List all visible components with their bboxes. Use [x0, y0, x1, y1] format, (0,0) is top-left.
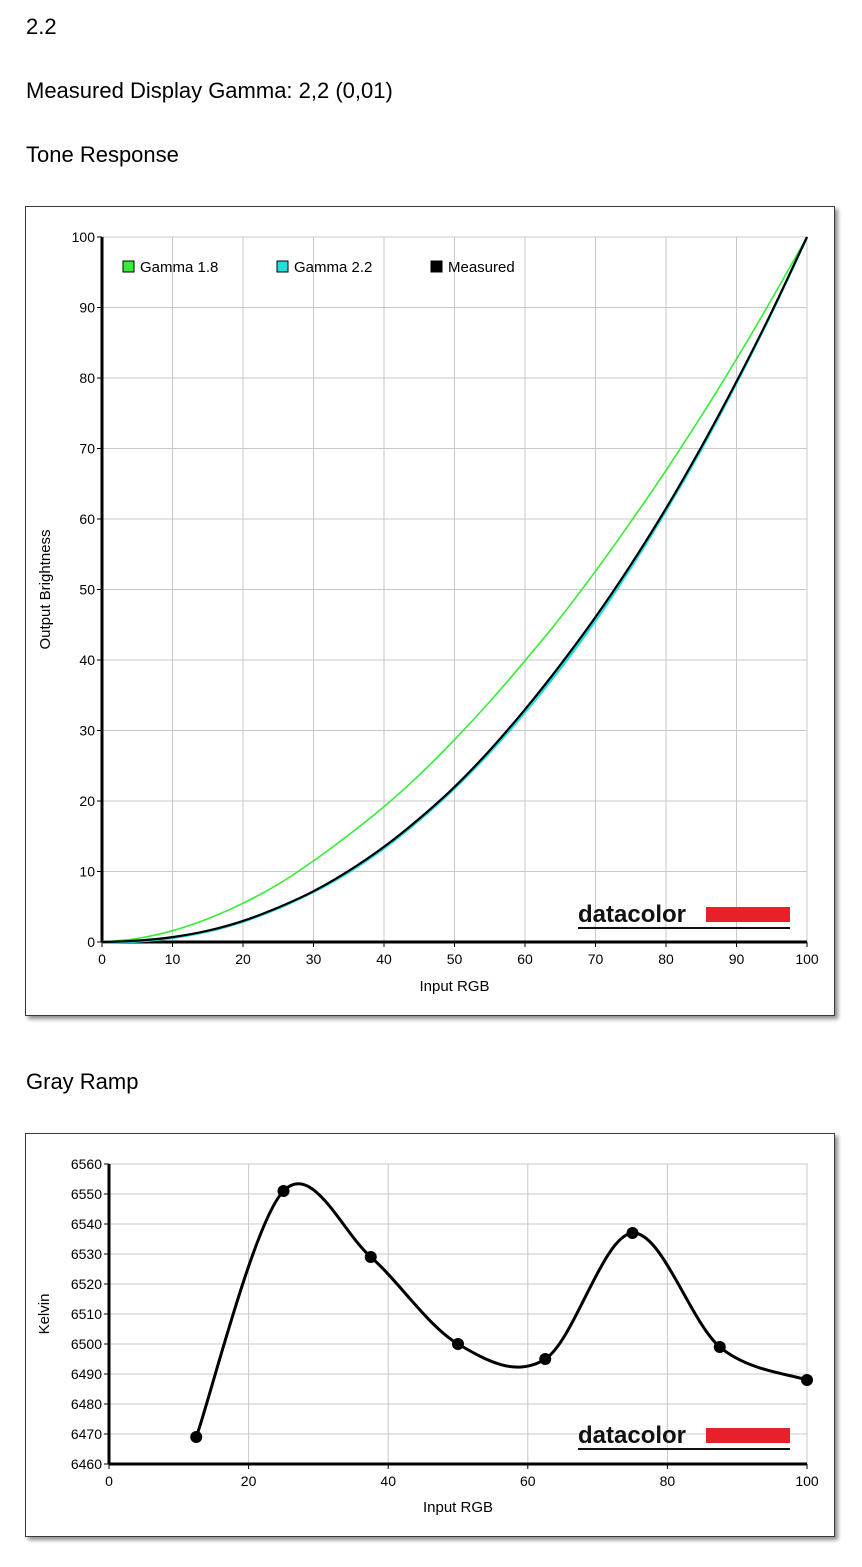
gray-logo-red-bar	[706, 1428, 790, 1443]
measured-gamma-text: Measured Display Gamma: 2,2 (0,01)	[26, 78, 393, 103]
tone-response-chart: 0 10 20 30 40 50 60 70 80 90 100 0 10 20 30 40 50 60 70 80 9…	[25, 206, 835, 1016]
tone-y-axis-title: Output Brightness	[37, 529, 54, 649]
gray-ramp-plot: 0 20 40 60 80 100 6460 6470 6480 6490 6500 6510 6520…	[36, 1156, 819, 1516]
gray-ytick-label-6530: 6530	[71, 1246, 102, 1262]
tone-ytick-label-30: 30	[79, 723, 95, 739]
gray-ytick-label-6520: 6520	[71, 1276, 102, 1292]
gray-ytick-label-6540: 6540	[71, 1216, 102, 1232]
tone-measured-line	[101, 236, 808, 944]
tone-response-heading: Tone Response	[26, 142, 179, 167]
tone-ytick-label-70: 70	[79, 441, 95, 457]
tone-ytick-label-80: 80	[79, 370, 95, 386]
legend-item-gamma-2-2: Gamma 2.2	[276, 259, 372, 276]
legend-swatch-gamma-2-2	[276, 260, 289, 273]
gray-xtick-label-40: 40	[380, 1473, 396, 1489]
tone-ytick-label-0: 0	[87, 934, 95, 950]
tone-ytick-label-60: 60	[79, 511, 95, 527]
tone-datacolor-logo: datacolor	[578, 901, 790, 929]
gray-ytick-label-6500: 6500	[71, 1336, 102, 1352]
gray-xtick-label-60: 60	[520, 1473, 536, 1489]
tone-xtick-label-20: 20	[235, 951, 251, 967]
tone-ytick-label-90: 90	[79, 300, 95, 316]
tone-xtick-label-70: 70	[588, 951, 604, 967]
gamma-target-value: 2.2	[26, 14, 57, 39]
gray-ramp-chart: 0 20 40 60 80 100 6460 6470 6480 6490 6500 6510 6520…	[25, 1133, 835, 1537]
tone-x-axis-title: Input RGB	[419, 978, 489, 995]
gray-xtick-label-0: 0	[105, 1473, 113, 1489]
tone-ytick-label-50: 50	[79, 582, 95, 598]
tone-logo-red-bar	[706, 907, 790, 922]
tone-ytick-label-20: 20	[79, 793, 95, 809]
gray-point-5	[626, 1227, 639, 1239]
gray-point-2	[364, 1251, 377, 1263]
tone-gamma-1-8-line	[101, 236, 808, 943]
tone-xtick-label-10: 10	[165, 951, 181, 967]
legend-label-measured: Measured	[448, 259, 515, 276]
gray-point-3	[452, 1338, 464, 1350]
legend-swatch-gamma-1-8	[122, 260, 135, 273]
tone-logo-text: datacolor	[578, 901, 686, 928]
tone-xtick-label-90: 90	[729, 951, 745, 967]
tone-ytick-label-40: 40	[79, 652, 95, 668]
legend-label-gamma-2-2: Gamma 2.2	[294, 259, 372, 276]
gray-point-6	[713, 1341, 726, 1353]
gray-ytick-label-6470: 6470	[71, 1426, 102, 1442]
tone-ytick-label-10: 10	[79, 864, 95, 880]
tone-ytick-label-100: 100	[72, 229, 96, 245]
gray-point-0	[190, 1431, 203, 1443]
tone-xtick-label-30: 30	[306, 951, 322, 967]
gray-xtick-label-20: 20	[241, 1473, 257, 1489]
gray-logo-text: datacolor	[578, 1422, 686, 1449]
gray-y-axis-title: Kelvin	[36, 1294, 53, 1335]
gray-ytick-label-6510: 6510	[71, 1306, 102, 1322]
tone-response-plot: 0 10 20 30 40 50 60 70 80 90 100 0 10 20 30 40 50 60 70 80 9…	[37, 229, 819, 995]
legend-swatch-measured	[430, 260, 443, 273]
tone-xtick-label-40: 40	[376, 951, 392, 967]
gray-point-4	[539, 1353, 552, 1365]
tone-xtick-label-60: 60	[517, 951, 533, 967]
tone-xtick-label-50: 50	[447, 951, 463, 967]
tone-xtick-label-100: 100	[795, 951, 819, 967]
gray-ytick-label-6560: 6560	[71, 1156, 102, 1172]
gray-ramp-heading: Gray Ramp	[26, 1069, 139, 1094]
gray-xtick-label-80: 80	[660, 1473, 676, 1489]
legend-item-gamma-1-8: Gamma 1.8	[122, 259, 218, 276]
gray-point-7	[801, 1374, 813, 1386]
gray-ytick-label-6550: 6550	[71, 1186, 102, 1202]
gray-point-1	[277, 1185, 290, 1197]
tone-xtick-label-80: 80	[658, 951, 674, 967]
gray-ytick-label-6480: 6480	[71, 1396, 102, 1412]
gray-xtick-label-100: 100	[795, 1473, 819, 1489]
tone-xtick-label-0: 0	[98, 951, 106, 967]
tone-legend: Gamma 1.8 Gamma 2.2 Measured	[122, 259, 515, 276]
legend-item-measured: Measured	[430, 259, 515, 276]
gray-x-axis-title: Input RGB	[423, 1499, 493, 1516]
gray-ytick-label-6460: 6460	[71, 1456, 102, 1472]
gray-ytick-label-6490: 6490	[71, 1366, 102, 1382]
gray-datacolor-logo: datacolor	[578, 1422, 790, 1450]
legend-label-gamma-1-8: Gamma 1.8	[140, 259, 218, 276]
